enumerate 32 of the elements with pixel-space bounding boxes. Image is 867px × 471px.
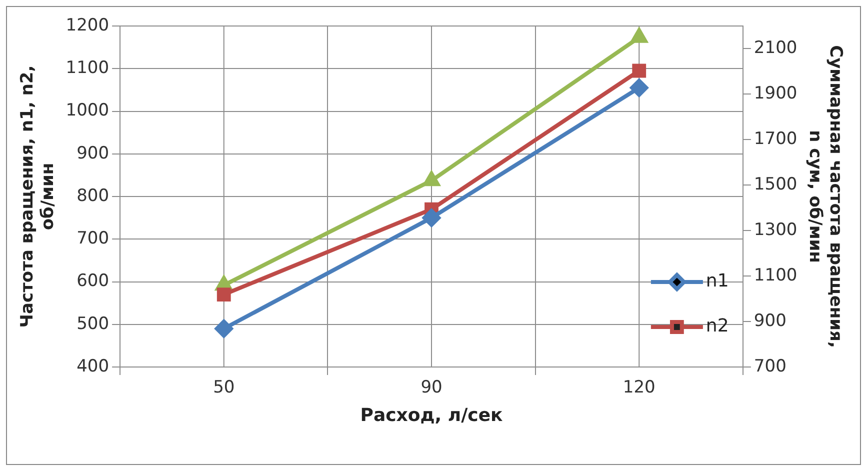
y2-tick-label: 1100 bbox=[754, 265, 798, 286]
point bbox=[630, 78, 648, 97]
y2-tick-label: 900 bbox=[754, 310, 786, 331]
y-tick-label: 900 bbox=[76, 143, 110, 164]
y-tick-label: 400 bbox=[76, 356, 110, 376]
y-tick-label: 700 bbox=[76, 228, 110, 249]
legend-label: n2 bbox=[706, 316, 729, 337]
y2-tick-label: 1900 bbox=[754, 84, 798, 104]
x-tick-label: 120 bbox=[622, 378, 656, 398]
y-tick-label: 500 bbox=[76, 314, 110, 334]
point bbox=[216, 288, 231, 302]
y-tick-label: 1000 bbox=[66, 100, 110, 121]
point bbox=[632, 64, 646, 78]
y-axis-title: Частота вращения, n1, n2, об/мин bbox=[18, 65, 58, 328]
legend-label: n1 bbox=[706, 270, 729, 292]
y-tick-label: 600 bbox=[76, 271, 110, 292]
y2-tick-label: 1700 bbox=[754, 129, 798, 150]
y2-tick-label: 2100 bbox=[754, 38, 798, 58]
y2-tick-label: 700 bbox=[754, 356, 786, 376]
point bbox=[631, 28, 648, 43]
y-tick-label: 800 bbox=[76, 186, 110, 206]
y2-tick-label: 1300 bbox=[754, 220, 798, 240]
x-axis-title: Расход, л/сек bbox=[360, 404, 503, 426]
point bbox=[214, 320, 233, 338]
y-tick-label: 1100 bbox=[66, 58, 110, 78]
y-tick-label: 1200 bbox=[66, 15, 110, 36]
y2-axis-title: Суммарная частота вращения, n сум, об/мин bbox=[804, 45, 846, 348]
point bbox=[423, 172, 440, 186]
point bbox=[422, 208, 440, 227]
x-tick-label: 50 bbox=[213, 378, 235, 398]
y2-tick-label: 1500 bbox=[754, 174, 798, 195]
x-tick-label: 90 bbox=[420, 378, 442, 398]
